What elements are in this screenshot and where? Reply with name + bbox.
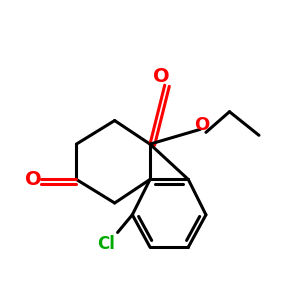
Text: O: O — [26, 170, 42, 189]
Text: O: O — [194, 116, 209, 134]
Text: O: O — [154, 67, 170, 86]
Text: Cl: Cl — [97, 235, 115, 253]
